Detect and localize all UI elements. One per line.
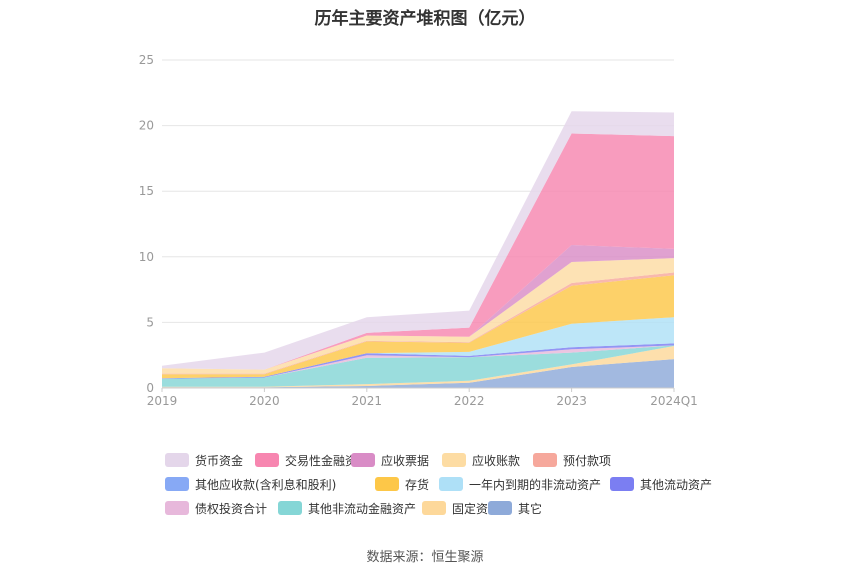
area-series	[162, 272, 674, 375]
x-tick-label: 2019	[147, 394, 178, 408]
y-tick-label: 20	[139, 119, 154, 133]
legend-item[interactable]: 应收账款	[442, 452, 533, 469]
x-tick-label: 2023	[556, 394, 587, 408]
legend-row: 货币资金 交易性金融资产 应收票据 应收账款 预付款项	[165, 448, 725, 472]
legend-label: 交易性金融资产	[285, 453, 370, 468]
x-tick-label: 2020	[249, 394, 280, 408]
legend-label: 应收票据	[381, 453, 430, 468]
legend-item[interactable]: 其它	[488, 500, 548, 517]
data-source: 数据来源：恒生聚源	[366, 550, 484, 565]
area-series	[162, 345, 674, 387]
stacked-area-chart: 0 5 10 15 20 25 2019 2020 2021 2022 2023 2024Q1	[139, 53, 698, 408]
legend-item[interactable]: 债权投资合计	[165, 500, 278, 517]
legend-label: 其他流动资产	[640, 477, 713, 492]
legend-swatch	[442, 453, 466, 467]
legend-swatch	[610, 477, 634, 491]
legend-item[interactable]: 交易性金融资产	[255, 452, 369, 469]
y-tick-label: 25	[139, 53, 154, 67]
legend-item[interactable]: 其他流动资产	[610, 476, 713, 493]
area-series	[162, 275, 674, 379]
legend-item[interactable]: 货币资金	[165, 452, 255, 469]
area-series	[162, 258, 674, 374]
area-series	[162, 359, 674, 388]
legend-item[interactable]: 预付款项	[533, 452, 623, 469]
legend-label: 货币资金	[195, 453, 244, 468]
legend-label: 应收账款	[472, 453, 521, 468]
legend-item[interactable]: 其他应收款(含利息和股利)	[165, 476, 375, 493]
legend-label: 一年内到期的非流动资产	[469, 477, 602, 492]
legend-item[interactable]: 应收票据	[351, 452, 442, 469]
legend: 货币资金 交易性金融资产 应收票据 应收账款 预付款项其他应收款(含利息和股利) 存货 一年…	[165, 448, 725, 520]
area-series	[162, 345, 674, 379]
y-tick-label: 0	[146, 381, 154, 395]
legend-swatch	[255, 453, 279, 467]
area-series	[162, 343, 674, 379]
legend-swatch	[165, 453, 189, 467]
legend-swatch	[488, 501, 512, 515]
x-tick-label: 2021	[352, 394, 383, 408]
area-series	[162, 245, 674, 370]
x-tick-label: 2022	[454, 394, 485, 408]
legend-row: 债权投资合计 其他非流动金融资产 固定资产 其它	[165, 496, 725, 520]
legend-swatch	[278, 501, 302, 515]
chart-title: 历年主要资产堆积图（亿元）	[314, 9, 536, 29]
legend-row: 其他应收款(含利息和股利) 存货 一年内到期的非流动资产 其他流动资产	[165, 472, 725, 496]
legend-label: 其它	[518, 501, 543, 516]
x-tick-label: 2024Q1	[650, 394, 698, 408]
y-tick-label: 5	[146, 315, 154, 329]
legend-item[interactable]: 固定资产	[422, 500, 500, 517]
y-tick-label: 10	[139, 250, 154, 264]
legend-label: 其他应收款(含利息和股利)	[195, 477, 337, 492]
area-series	[162, 133, 674, 370]
legend-label: 存货	[405, 477, 430, 492]
legend-label: 预付款项	[563, 453, 612, 468]
legend-swatch	[422, 501, 446, 515]
legend-swatch	[165, 477, 189, 491]
legend-swatch	[439, 477, 463, 491]
area-series	[162, 111, 674, 370]
legend-swatch	[165, 501, 189, 515]
legend-label: 其他非流动金融资产	[308, 501, 417, 516]
legend-item[interactable]: 其他非流动金融资产	[278, 500, 422, 517]
legend-swatch	[351, 453, 375, 467]
y-tick-label: 15	[139, 184, 154, 198]
area-series	[162, 317, 674, 379]
legend-item[interactable]: 一年内到期的非流动资产	[439, 476, 610, 493]
legend-swatch	[375, 477, 399, 491]
legend-label: 债权投资合计	[195, 501, 268, 516]
area-series	[162, 346, 674, 388]
legend-item[interactable]: 存货	[375, 476, 439, 493]
legend-swatch	[533, 453, 557, 467]
